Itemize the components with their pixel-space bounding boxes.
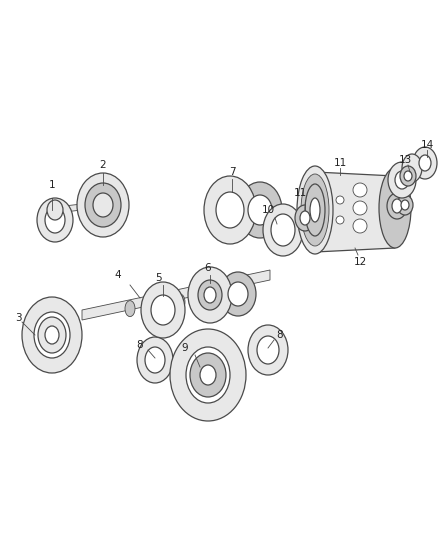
Ellipse shape: [397, 195, 413, 215]
Text: 12: 12: [353, 257, 367, 267]
Text: 8: 8: [277, 330, 283, 340]
Circle shape: [353, 201, 367, 215]
Ellipse shape: [404, 171, 412, 181]
Ellipse shape: [145, 347, 165, 373]
Text: 8: 8: [137, 340, 143, 350]
Ellipse shape: [204, 287, 216, 303]
Ellipse shape: [400, 166, 416, 186]
Ellipse shape: [37, 198, 73, 242]
Text: 6: 6: [205, 263, 211, 273]
Ellipse shape: [204, 176, 256, 244]
Ellipse shape: [38, 317, 66, 353]
Ellipse shape: [170, 329, 246, 421]
Ellipse shape: [301, 174, 329, 246]
Ellipse shape: [300, 211, 310, 225]
Ellipse shape: [307, 203, 323, 223]
Text: 13: 13: [399, 155, 412, 165]
Polygon shape: [82, 270, 270, 320]
Ellipse shape: [392, 199, 402, 213]
Ellipse shape: [419, 155, 431, 171]
Ellipse shape: [186, 347, 230, 403]
Text: 3: 3: [15, 313, 21, 323]
Ellipse shape: [45, 207, 65, 233]
Polygon shape: [410, 160, 430, 170]
Ellipse shape: [89, 188, 117, 222]
Text: 14: 14: [420, 140, 434, 150]
Ellipse shape: [379, 168, 411, 248]
Ellipse shape: [402, 154, 422, 182]
Ellipse shape: [220, 272, 256, 316]
Text: 5: 5: [155, 273, 161, 283]
Ellipse shape: [150, 297, 160, 313]
Ellipse shape: [85, 183, 121, 227]
Circle shape: [336, 216, 344, 224]
Ellipse shape: [198, 280, 222, 310]
Text: 1: 1: [49, 180, 55, 190]
Ellipse shape: [141, 282, 185, 338]
Ellipse shape: [47, 200, 63, 220]
Polygon shape: [202, 279, 238, 311]
Ellipse shape: [93, 193, 113, 217]
Ellipse shape: [175, 294, 185, 310]
Ellipse shape: [395, 171, 409, 189]
Ellipse shape: [190, 353, 226, 397]
Ellipse shape: [77, 173, 129, 237]
Ellipse shape: [388, 162, 416, 198]
Ellipse shape: [22, 297, 82, 373]
Text: 10: 10: [261, 205, 275, 215]
Text: 11: 11: [333, 158, 346, 168]
Ellipse shape: [295, 205, 315, 231]
Ellipse shape: [238, 182, 282, 238]
Circle shape: [353, 183, 367, 197]
Text: 2: 2: [100, 160, 106, 170]
Polygon shape: [218, 202, 260, 218]
Ellipse shape: [200, 365, 216, 385]
Text: 7: 7: [229, 167, 235, 177]
Ellipse shape: [188, 267, 232, 323]
Ellipse shape: [125, 301, 135, 317]
Ellipse shape: [271, 214, 295, 246]
Polygon shape: [55, 202, 100, 213]
Ellipse shape: [216, 192, 244, 228]
Ellipse shape: [151, 295, 175, 325]
Polygon shape: [315, 172, 395, 252]
Ellipse shape: [263, 204, 303, 256]
Ellipse shape: [248, 325, 288, 375]
Ellipse shape: [210, 289, 220, 305]
Ellipse shape: [413, 147, 437, 179]
Circle shape: [353, 219, 367, 233]
Text: 9: 9: [182, 343, 188, 353]
Ellipse shape: [257, 336, 279, 364]
Circle shape: [336, 196, 344, 204]
Ellipse shape: [228, 282, 248, 306]
Ellipse shape: [248, 195, 272, 225]
Text: 11: 11: [293, 188, 307, 198]
Ellipse shape: [34, 312, 70, 358]
Ellipse shape: [137, 337, 173, 383]
Text: 4: 4: [115, 270, 121, 280]
Ellipse shape: [305, 184, 325, 236]
Ellipse shape: [401, 200, 409, 210]
Ellipse shape: [387, 193, 407, 219]
Ellipse shape: [311, 208, 319, 218]
Ellipse shape: [45, 326, 59, 344]
Ellipse shape: [297, 166, 333, 254]
Ellipse shape: [310, 198, 320, 222]
